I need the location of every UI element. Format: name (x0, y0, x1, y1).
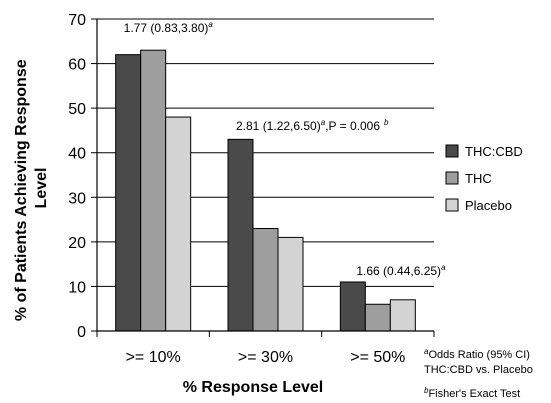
annotations: 1.77 (0.83,3.80)a 2.81 (1.22,6.50)a,P = 0… (124, 20, 446, 278)
bar-thc-cbd-1 (115, 54, 142, 332)
legend-swatch (445, 144, 459, 158)
bar-thc-2 (252, 227, 279, 332)
footnotes: aOdds Ratio (95% CI) THC:CBD vs. Placebo… (424, 347, 533, 400)
bar-thc-1 (140, 49, 167, 332)
x-tick-label: >= 10% (126, 349, 181, 366)
x-tick-label: >= 30% (238, 349, 293, 366)
y-axis-title: % of Patients Achieving Response Level (13, 55, 50, 321)
y-tick-label: 40 (68, 146, 86, 163)
x-tick-label: >= 50% (350, 349, 405, 366)
x-axis-title: % Response Level (183, 379, 324, 396)
footnote-b-line1: bFisher's Exact Test (424, 386, 520, 400)
bars (115, 49, 416, 332)
footnote-a-line1: aOdds Ratio (95% CI) (424, 347, 530, 361)
axes: 0 10 20 30 40 50 60 70 >= 10% >= 30% >= 50% (68, 12, 435, 366)
legend-swatch (445, 198, 459, 212)
odds-ratio-label: 1.66 (0.44,6.25)a (356, 263, 446, 278)
bar-thc-cbd-2 (227, 138, 254, 332)
y-tick-label: 0 (77, 324, 86, 341)
legend-label: Placebo (465, 198, 512, 213)
legend-label: THC:CBD (465, 144, 523, 159)
bar-placebo-3 (389, 299, 416, 332)
bar-thc-3 (364, 303, 391, 332)
y-tick-label: 20 (68, 235, 86, 252)
bar-placebo-2 (277, 236, 304, 332)
y-tick-label: 70 (68, 12, 86, 29)
footnote-a-line2: THC:CBD vs. Placebo (424, 364, 533, 376)
odds-ratio-label: 2.81 (1.22,6.50)a,P = 0.006 b (236, 118, 389, 133)
bar-thc-cbd-3 (339, 281, 366, 332)
legend: THC:CBD THC Placebo (445, 144, 523, 213)
y-tick-label: 10 (68, 279, 86, 296)
y-tick-label: 30 (68, 190, 86, 207)
legend-label: THC (465, 171, 492, 186)
y-tick-label: 50 (68, 101, 86, 118)
legend-swatch (445, 171, 459, 185)
odds-ratio-label: 1.77 (0.83,3.80)a (124, 20, 214, 35)
y-tick-label: 60 (68, 57, 86, 74)
bar-placebo-1 (165, 116, 192, 332)
